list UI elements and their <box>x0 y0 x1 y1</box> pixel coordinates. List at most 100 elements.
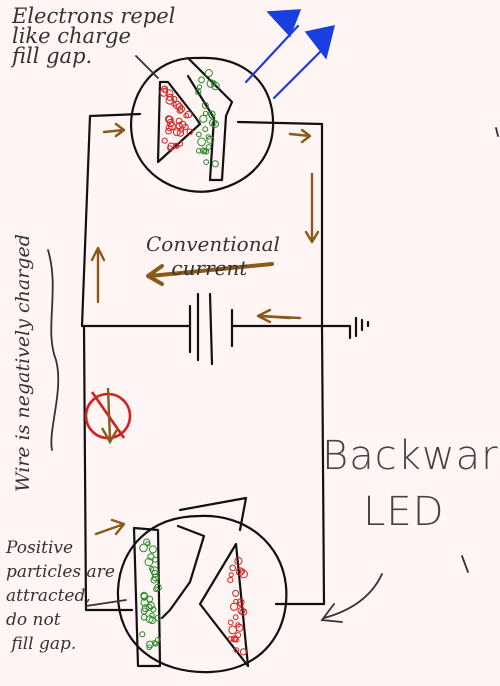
negative-charge <box>235 622 241 628</box>
positive-charge <box>147 553 155 561</box>
negative-charge <box>182 123 189 131</box>
negative-charge <box>167 142 176 151</box>
top-led-triangle-left <box>156 80 202 164</box>
negative-charge <box>233 647 240 653</box>
negative-charge <box>237 601 244 607</box>
negative-charge <box>234 557 243 566</box>
positive-charge <box>202 110 209 117</box>
bottom-led-shape-left <box>132 526 162 668</box>
positive-charge <box>151 570 159 578</box>
negative-charge <box>175 117 183 125</box>
positive-charge <box>205 144 212 150</box>
positive-charge <box>208 118 217 127</box>
wire-right-lower <box>274 324 326 606</box>
positive-charge <box>151 573 160 582</box>
current-arrow-bottom <box>94 518 126 536</box>
positive-charge <box>196 148 202 154</box>
negative-charge <box>175 103 184 111</box>
negative-charge <box>161 137 168 144</box>
negative-charge <box>235 623 244 632</box>
negative-charge <box>165 96 175 105</box>
positive-charge <box>146 604 153 611</box>
bottom-led-wedge <box>178 496 248 532</box>
positive-charge <box>199 114 208 123</box>
pointer-top <box>135 55 159 79</box>
negative-charge <box>173 142 179 149</box>
current-arrow-conventional <box>146 262 274 286</box>
positive-charge <box>151 640 158 646</box>
negative-charge <box>176 129 185 137</box>
negative-charge <box>165 115 173 123</box>
negative-charge <box>239 608 248 616</box>
current-arrow-right-small <box>258 314 292 320</box>
positive-charge <box>139 543 148 553</box>
conventional-current-label: Conventional current <box>146 232 280 280</box>
negative-charge <box>233 636 240 643</box>
current-arrow-right-down <box>304 172 320 244</box>
bottom-led-triangle-right <box>198 542 250 668</box>
emission-arrowhead-2 <box>304 25 336 60</box>
positive-charge <box>203 159 210 166</box>
negative-charge <box>227 577 234 584</box>
positive-charge <box>204 69 213 78</box>
negative-charge <box>175 122 183 130</box>
negative-charge <box>228 572 234 578</box>
positive-charge <box>153 586 159 593</box>
positive-charge <box>201 101 209 109</box>
positive-charge <box>140 607 148 615</box>
brace-wire <box>47 249 60 451</box>
top-led-circle <box>130 56 275 193</box>
positive-charge <box>143 538 151 546</box>
negative-charge <box>227 619 234 626</box>
positive-charge <box>144 557 154 567</box>
negative-charge <box>232 614 239 621</box>
positive-charge <box>197 137 207 147</box>
battery-plate <box>208 292 214 366</box>
wire-left-lower <box>82 324 134 612</box>
electrons-repel-label: Electrons repel like charge fill gap. <box>12 4 176 68</box>
negative-charge <box>235 567 245 576</box>
positive-charge <box>146 595 154 603</box>
positive-charge <box>203 148 210 155</box>
pointer-positive <box>85 599 127 607</box>
current-arrow-top-left <box>102 122 126 138</box>
positive-charge <box>199 147 207 155</box>
positive-charge <box>202 126 209 133</box>
negative-charge <box>228 625 238 635</box>
positive-charge <box>140 591 148 600</box>
negative-charge <box>165 127 172 135</box>
negative-charge <box>165 124 173 132</box>
negative-charge <box>184 110 193 119</box>
emission-arrow-2 <box>272 46 326 100</box>
positive-charge <box>196 84 203 90</box>
negative-charge <box>172 128 181 137</box>
ground-symbol <box>348 316 370 340</box>
positive-charge <box>206 79 216 88</box>
positive-charge <box>195 131 202 138</box>
wire-top-right <box>236 120 324 126</box>
pointer-led <box>320 573 383 623</box>
positive-charge <box>150 606 157 613</box>
backwards-led-label: Backwards LED <box>322 433 500 535</box>
wire-charge-label: Wire is negatively charged <box>12 234 34 492</box>
negative-charge <box>230 602 239 611</box>
negative-charge <box>171 101 177 107</box>
negative-charge <box>177 105 185 113</box>
negative-charge <box>183 112 189 119</box>
current-arrow-left-up <box>90 246 106 304</box>
bottom-led-shape-mid <box>160 524 206 620</box>
positive-charge <box>154 614 162 622</box>
negative-charge <box>186 128 194 135</box>
negative-charge <box>161 85 169 93</box>
top-led-shape-right <box>186 56 234 182</box>
wire-left-upper <box>80 114 92 328</box>
emission-arrowhead-1 <box>266 9 302 38</box>
positive-charge <box>208 113 215 119</box>
negative-charge <box>176 107 184 114</box>
positive-charge <box>148 565 155 572</box>
negative-charge <box>229 564 237 572</box>
positive-charge <box>198 76 205 84</box>
positive-charge <box>139 631 146 638</box>
positive-charge <box>206 135 215 144</box>
